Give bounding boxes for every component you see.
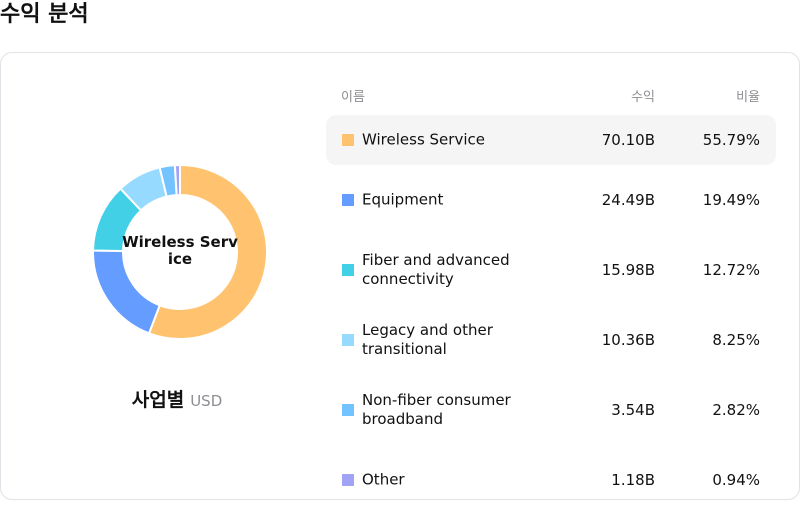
header-revenue: 수익 [631,90,655,105]
donut-chart[interactable] [92,164,268,340]
row-revenue: 3.54B [611,401,655,419]
row-ratio: 8.25% [712,331,760,349]
donut-center-label: Wireless Service [122,233,238,268]
table-row[interactable]: Legacy and other transitional 10.36B 8.2… [326,305,776,375]
row-ratio: 12.72% [702,261,760,279]
table-body: Wireless Service 70.10B 55.79% Equipment… [326,115,776,515]
row-ratio: 0.94% [712,471,760,489]
color-swatch-icon [342,404,354,416]
color-swatch-icon [342,134,354,146]
row-revenue: 10.36B [601,331,655,349]
row-name: Other [362,470,405,489]
revenue-analysis-card: Wireless Service 사업별 USD 이름 수익 비율 Wireles… [0,52,800,500]
donut-segment[interactable] [147,164,268,340]
row-revenue: 15.98B [601,261,655,279]
table-row[interactable]: Other 1.18B 0.94% [326,445,776,515]
row-name: Non-fiber consumer broadband [362,391,511,428]
color-swatch-icon [342,334,354,346]
color-swatch-icon [342,474,354,486]
row-revenue: 1.18B [611,471,655,489]
row-ratio: 19.49% [702,191,760,209]
caption-title: 사업별 [131,389,185,411]
donut-segment[interactable] [173,164,181,197]
row-revenue: 24.49B [601,191,655,209]
row-name: Legacy and other transitional [362,321,493,358]
table-row[interactable]: Non-fiber consumer broadband 3.54B 2.82% [326,375,776,445]
page-title: 수익 분석 [0,2,89,27]
header-name: 이름 [341,90,365,105]
revenue-table: 이름 수익 비율 Wireless Service 70.10B 55.79% … [326,81,776,515]
table-header: 이름 수익 비율 [326,81,776,111]
color-swatch-icon [342,194,354,206]
row-ratio: 2.82% [712,401,760,419]
table-row[interactable]: Fiber and advanced connectivity 15.98B 1… [326,235,776,305]
chart-caption: 사업별 USD [1,385,353,412]
row-name: Fiber and advanced connectivity [362,251,510,288]
header-ratio: 비율 [736,90,760,105]
row-name: Wireless Service [362,130,485,149]
table-row[interactable]: Wireless Service 70.10B 55.79% [326,115,776,165]
row-ratio: 55.79% [702,131,760,149]
table-row[interactable]: Equipment 24.49B 19.49% [326,165,776,235]
chart-area: Wireless Service 사업별 USD [1,53,321,499]
row-revenue: 70.10B [601,131,655,149]
row-name: Equipment [362,190,444,209]
caption-unit: USD [190,392,223,410]
color-swatch-icon [342,264,354,276]
